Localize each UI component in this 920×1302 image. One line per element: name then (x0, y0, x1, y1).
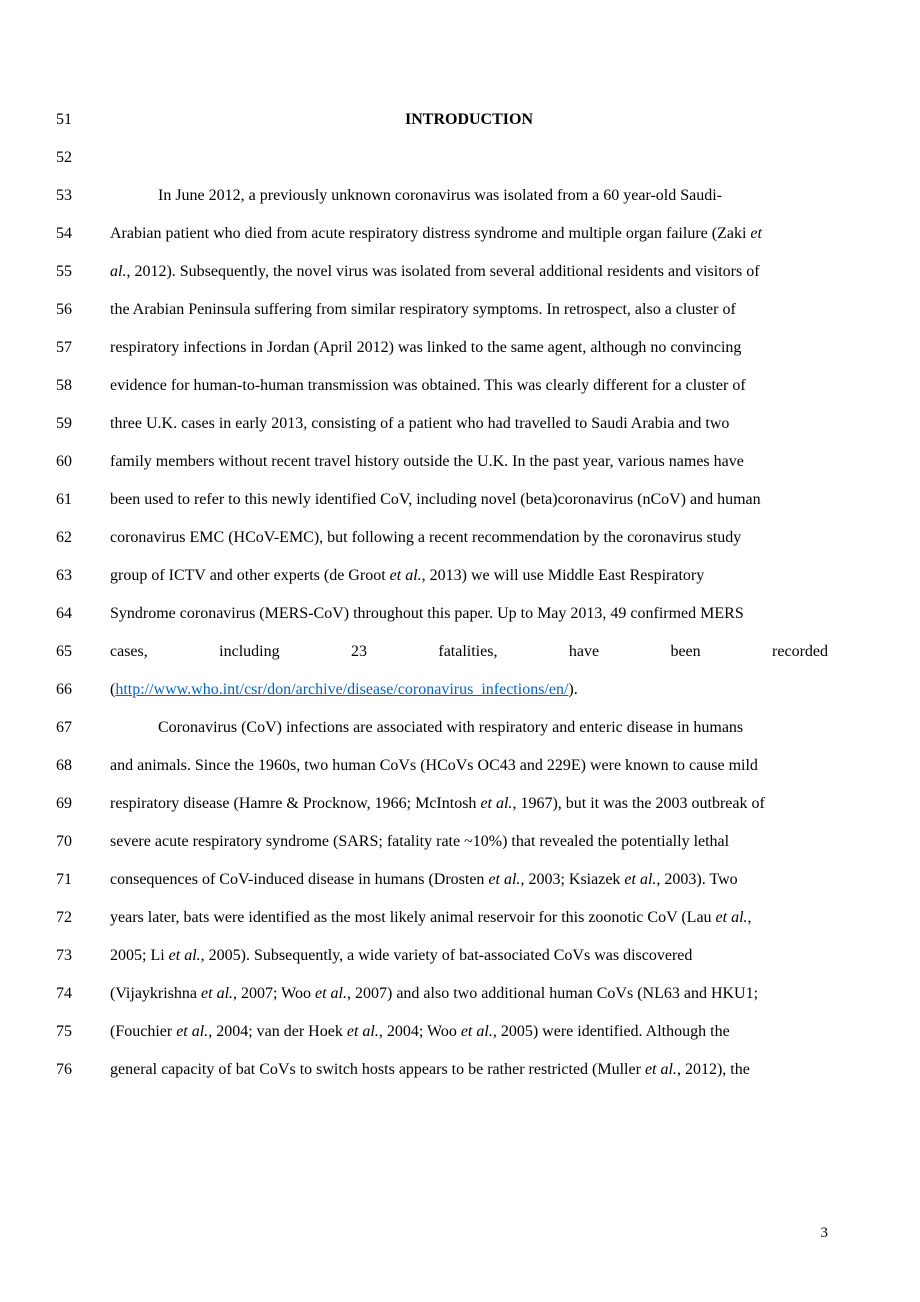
line-number: 63 (56, 567, 106, 585)
text-line: 732005; Li et al., 2005). Subsequently, … (56, 944, 828, 968)
line-number: 53 (56, 187, 106, 205)
text-line: 53In June 2012, a previously unknown cor… (56, 184, 828, 208)
text-line: 66(http://www.who.int/csr/don/archive/di… (56, 678, 828, 702)
line-content: coronavirus EMC (HCoV-EMC), but followin… (106, 526, 828, 550)
line-content: respiratory infections in Jordan (April … (106, 336, 828, 360)
text-line: 62coronavirus EMC (HCoV-EMC), but follow… (56, 526, 828, 550)
line-number: 66 (56, 681, 106, 699)
line-number: 65 (56, 643, 106, 661)
line-number: 57 (56, 339, 106, 357)
line-content: Arabian patient who died from acute resp… (106, 222, 828, 246)
line-content: (http://www.who.int/csr/don/archive/dise… (106, 678, 828, 702)
line-content: Syndrome coronavirus (MERS-CoV) througho… (106, 602, 828, 626)
text-line: 72years later, bats were identified as t… (56, 906, 828, 930)
line-content: cases, including 23 fatalities, have bee… (106, 640, 828, 664)
line-content: respiratory disease (Hamre & Procknow, 1… (106, 792, 828, 816)
line-content: been used to refer to this newly identif… (106, 488, 828, 512)
line-content: al., 2012). Subsequently, the novel viru… (106, 260, 828, 284)
text-line: 60family members without recent travel h… (56, 450, 828, 474)
line-content: INTRODUCTION (106, 108, 828, 132)
line-number: 75 (56, 1023, 106, 1041)
text-line: 52 (56, 146, 828, 170)
line-number: 61 (56, 491, 106, 509)
line-content: general capacity of bat CoVs to switch h… (106, 1058, 828, 1082)
line-content: family members without recent travel his… (106, 450, 828, 474)
line-number: 62 (56, 529, 106, 547)
line-number: 58 (56, 377, 106, 395)
text-line: 64Syndrome coronavirus (MERS-CoV) throug… (56, 602, 828, 626)
line-content: the Arabian Peninsula suffering from sim… (106, 298, 828, 322)
line-number: 72 (56, 909, 106, 927)
line-number: 54 (56, 225, 106, 243)
line-number: 67 (56, 719, 106, 737)
line-content: (Vijaykrishna et al., 2007; Woo et al., … (106, 982, 828, 1006)
line-number: 74 (56, 985, 106, 1003)
line-content: years later, bats were identified as the… (106, 906, 828, 930)
text-line: 58evidence for human-to-human transmissi… (56, 374, 828, 398)
line-number: 52 (56, 149, 106, 167)
text-line: 57respiratory infections in Jordan (Apri… (56, 336, 828, 360)
line-number: 60 (56, 453, 106, 471)
line-content: severe acute respiratory syndrome (SARS;… (106, 830, 828, 854)
line-content: (Fouchier et al., 2004; van der Hoek et … (106, 1020, 828, 1044)
line-content: three U.K. cases in early 2013, consisti… (106, 412, 828, 436)
line-content: and animals. Since the 1960s, two human … (106, 754, 828, 778)
text-line: 67Coronavirus (CoV) infections are assoc… (56, 716, 828, 740)
text-line: 71consequences of CoV-induced disease in… (56, 868, 828, 892)
line-number: 51 (56, 111, 106, 129)
who-link[interactable]: http://www.who.int/csr/don/archive/disea… (115, 681, 568, 698)
line-number: 76 (56, 1061, 106, 1079)
line-number: 71 (56, 871, 106, 889)
line-number: 70 (56, 833, 106, 851)
text-line: 54Arabian patient who died from acute re… (56, 222, 828, 246)
line-content: Coronavirus (CoV) infections are associa… (106, 716, 828, 740)
line-number: 55 (56, 263, 106, 281)
text-line: 76general capacity of bat CoVs to switch… (56, 1058, 828, 1082)
line-number: 73 (56, 947, 106, 965)
text-line: 65cases, including 23 fatalities, have b… (56, 640, 828, 664)
text-line: 63group of ICTV and other experts (de Gr… (56, 564, 828, 588)
text-line: 68and animals. Since the 1960s, two huma… (56, 754, 828, 778)
line-content: group of ICTV and other experts (de Groo… (106, 564, 828, 588)
text-line: 74(Vijaykrishna et al., 2007; Woo et al.… (56, 982, 828, 1006)
line-number: 59 (56, 415, 106, 433)
text-line: 55al., 2012). Subsequently, the novel vi… (56, 260, 828, 284)
text-line: 69respiratory disease (Hamre & Procknow,… (56, 792, 828, 816)
line-number: 69 (56, 795, 106, 813)
text-line: 59three U.K. cases in early 2013, consis… (56, 412, 828, 436)
text-line: 51INTRODUCTION (56, 108, 828, 132)
line-content: 2005; Li et al., 2005). Subsequently, a … (106, 944, 828, 968)
line-content: In June 2012, a previously unknown coron… (106, 184, 828, 208)
text-line: 61been used to refer to this newly ident… (56, 488, 828, 512)
line-content: consequences of CoV-induced disease in h… (106, 868, 828, 892)
line-number: 68 (56, 757, 106, 775)
line-number: 64 (56, 605, 106, 623)
text-line: 75(Fouchier et al., 2004; van der Hoek e… (56, 1020, 828, 1044)
line-content: evidence for human-to-human transmission… (106, 374, 828, 398)
text-line: 56the Arabian Peninsula suffering from s… (56, 298, 828, 322)
page-number: 3 (821, 1225, 829, 1242)
text-body: 51INTRODUCTION52 53In June 2012, a previ… (56, 108, 828, 1082)
line-number: 56 (56, 301, 106, 319)
line-content (106, 146, 828, 170)
document-page: 51INTRODUCTION52 53In June 2012, a previ… (0, 0, 920, 1302)
text-line: 70severe acute respiratory syndrome (SAR… (56, 830, 828, 854)
